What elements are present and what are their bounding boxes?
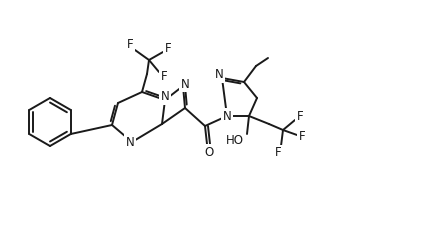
Text: F: F — [297, 109, 303, 122]
Text: HO: HO — [226, 133, 244, 146]
Text: F: F — [298, 131, 305, 144]
Text: F: F — [275, 146, 281, 160]
Text: F: F — [161, 71, 167, 84]
Text: N: N — [126, 136, 134, 149]
Text: F: F — [165, 42, 171, 54]
Text: N: N — [223, 109, 232, 122]
Text: O: O — [204, 145, 214, 158]
Text: N: N — [161, 90, 169, 103]
Text: F: F — [127, 38, 133, 52]
Text: N: N — [181, 78, 190, 90]
Text: N: N — [215, 68, 223, 82]
